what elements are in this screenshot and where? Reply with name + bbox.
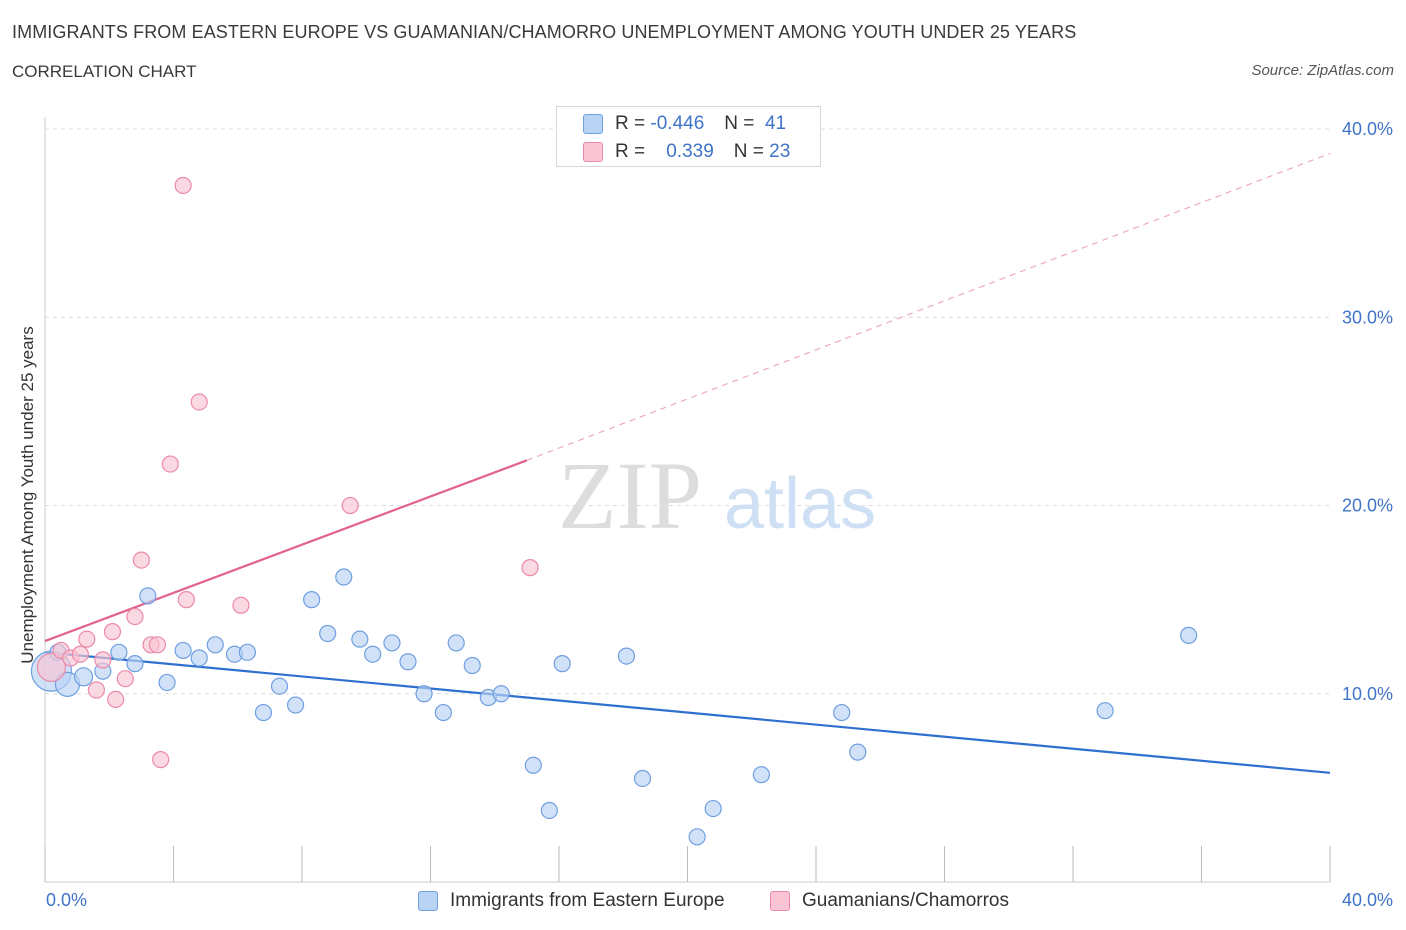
watermark-atlas: atlas — [724, 464, 876, 544]
y-tick-label: 40.0% — [1342, 119, 1393, 139]
data-point-guamanians — [232, 596, 250, 614]
trendline-eastern-europe — [44, 651, 1331, 774]
watermark-zip: ZIP — [558, 442, 702, 549]
data-point-guamanians — [152, 751, 170, 769]
source-credit: Source: ZipAtlas.com — [1251, 62, 1394, 79]
data-point-eastern-europe — [447, 634, 465, 652]
r-label: R = — [615, 141, 646, 162]
legend-item-guamanians[interactable]: Guamanians/Chamorros — [770, 890, 1009, 912]
y-tick-label: 20.0% — [1342, 496, 1393, 516]
data-point-guamanians — [161, 455, 179, 473]
data-point-eastern-europe — [688, 828, 706, 846]
x-tick-label-max: 40.0% — [1341, 890, 1393, 910]
data-point-eastern-europe — [139, 587, 157, 605]
data-point-guamanians — [36, 652, 67, 682]
n-label: N = — [724, 113, 755, 134]
r-value: -0.446 — [650, 113, 705, 134]
series-legend: Immigrants from Eastern Europe Guamanian… — [0, 890, 1406, 916]
data-point-eastern-europe — [434, 703, 452, 722]
data-point-guamanians — [174, 176, 192, 195]
y-axis-label: Unemployment Among Youth under 25 years — [18, 326, 37, 664]
legend-label: Immigrants from Eastern Europe — [450, 890, 725, 911]
data-point-eastern-europe — [158, 673, 176, 692]
y-tick-labels: 10.0% 20.0% 30.0% 40.0% — [1342, 119, 1393, 704]
data-point-eastern-europe — [540, 801, 558, 820]
legend-label: Guamanians/Chamorros — [802, 890, 1009, 911]
data-point-eastern-europe — [833, 703, 851, 722]
data-point-eastern-europe — [190, 649, 208, 667]
data-point-guamanians — [71, 645, 89, 663]
data-point-eastern-europe — [617, 647, 636, 665]
trend-layer — [44, 152, 1331, 774]
data-point-eastern-europe — [254, 703, 273, 722]
data-point-eastern-europe — [303, 591, 321, 609]
legend-item-eastern-europe[interactable]: Immigrants from Eastern Europe — [418, 890, 725, 912]
legend-row-blue: R = -0.446 N = 41 — [583, 112, 786, 136]
data-point-eastern-europe — [270, 677, 289, 695]
trendline-guamanians-extension — [526, 152, 1331, 461]
data-point-eastern-europe — [524, 756, 542, 774]
data-point-eastern-europe — [383, 634, 401, 652]
data-point-eastern-europe — [110, 643, 128, 661]
data-point-guamanians — [87, 681, 106, 699]
y-tick-label: 10.0% — [1342, 684, 1393, 704]
data-point-guamanians — [116, 670, 134, 688]
data-point-guamanians — [126, 607, 144, 626]
x-tick-label-min: 0.0% — [46, 890, 88, 910]
data-point-guamanians — [521, 559, 539, 577]
data-point-guamanians — [190, 393, 208, 411]
data-point-eastern-europe — [174, 641, 192, 660]
correlation-legend: R = -0.446 N = 41 R = 0.339 N = 23 — [556, 106, 821, 167]
data-point-guamanians — [148, 636, 167, 654]
chart-subtitle: CORRELATION CHART — [12, 62, 197, 81]
data-point-guamanians — [107, 690, 125, 708]
data-point-eastern-europe — [704, 799, 722, 818]
data-point-eastern-europe — [633, 769, 652, 788]
data-point-guamanians — [103, 623, 122, 641]
data-point-eastern-europe — [553, 655, 571, 673]
pink-swatch-icon — [583, 142, 603, 162]
pink-swatch-icon — [770, 891, 790, 911]
data-point-guamanians — [78, 630, 96, 648]
data-point-eastern-europe — [73, 667, 94, 687]
n-value: 23 — [769, 141, 791, 162]
chart-title: IMMIGRANTS FROM EASTERN EUROPE VS GUAMAN… — [12, 22, 1077, 42]
data-point-eastern-europe — [238, 643, 256, 661]
data-point-guamanians — [341, 496, 359, 515]
data-point-eastern-europe — [1096, 702, 1114, 720]
data-point-guamanians — [132, 551, 150, 569]
axes-layer — [44, 117, 1331, 883]
blue-swatch-icon — [418, 891, 438, 911]
data-point-eastern-europe — [335, 568, 353, 586]
data-point-guamanians — [94, 651, 112, 669]
data-point-eastern-europe — [126, 655, 144, 673]
data-point-eastern-europe — [752, 766, 770, 784]
data-point-guamanians — [177, 591, 195, 609]
data-point-eastern-europe — [463, 656, 481, 675]
watermark: ZIP atlas — [558, 442, 876, 549]
data-point-eastern-europe — [415, 685, 433, 703]
blue-swatch-icon — [583, 114, 603, 134]
r-value: 0.339 — [666, 141, 714, 162]
data-point-eastern-europe — [351, 630, 369, 648]
n-value: 41 — [764, 113, 787, 134]
data-point-eastern-europe — [206, 636, 224, 654]
data-point-eastern-europe — [286, 696, 305, 714]
data-point-eastern-europe — [849, 743, 867, 761]
legend-row-pink: R = 0.339 N = 23 — [583, 140, 790, 164]
data-point-eastern-europe — [399, 653, 417, 671]
data-point-eastern-europe — [1180, 626, 1198, 644]
data-point-eastern-europe — [364, 645, 382, 663]
trendline-guamanians — [44, 459, 528, 643]
n-label: N = — [733, 141, 764, 162]
points-layer — [30, 176, 1198, 846]
data-point-eastern-europe — [319, 624, 337, 643]
y-tick-label: 30.0% — [1342, 307, 1393, 327]
r-label: R = — [615, 113, 646, 134]
data-point-eastern-europe — [492, 685, 510, 703]
